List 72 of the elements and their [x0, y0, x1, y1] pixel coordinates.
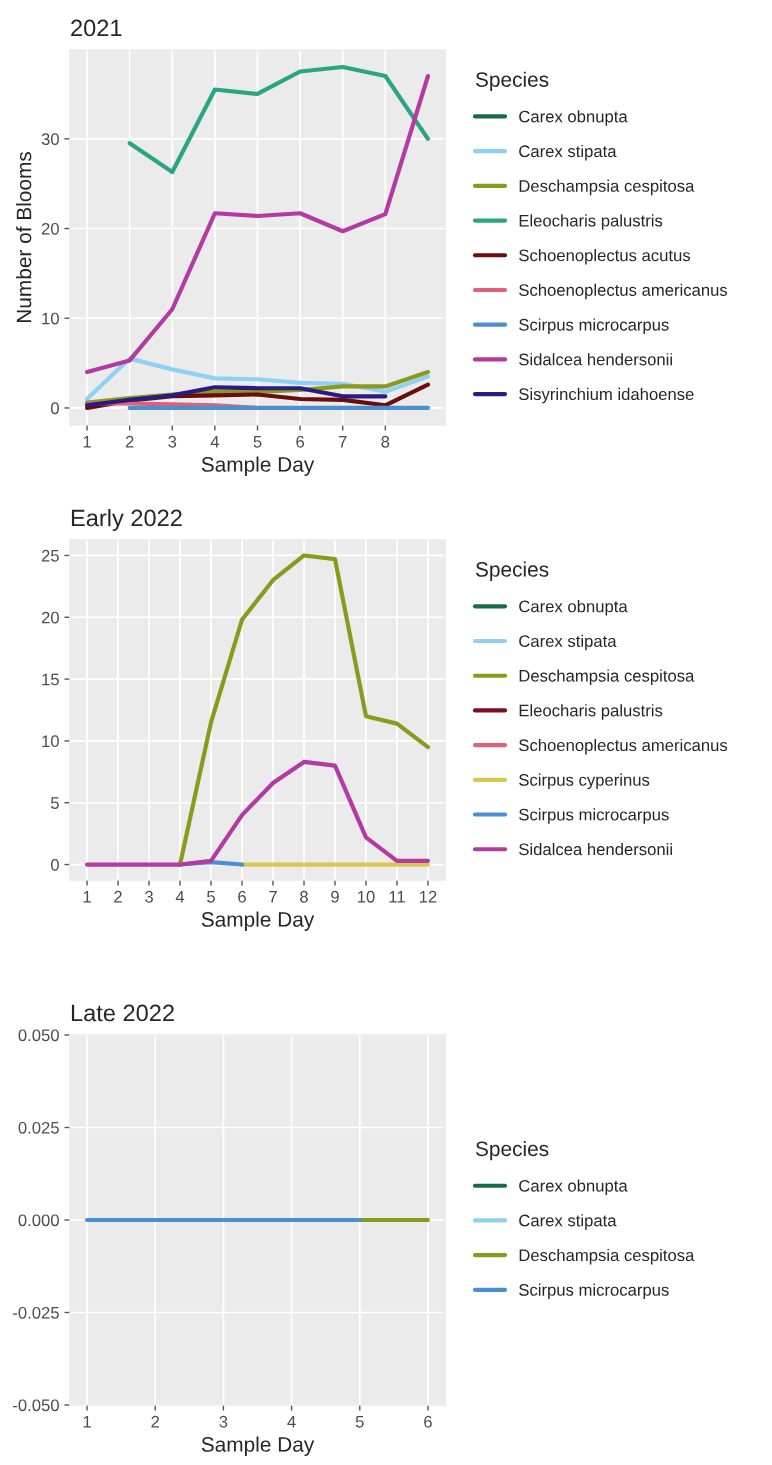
y-tick-label: 0.050 — [18, 1029, 59, 1042]
x-tick-label: 4 — [210, 436, 220, 448]
legend-label: Schoenoplectus acutus — [519, 249, 691, 265]
y-tick-label: 10 — [42, 735, 59, 748]
y-axis-title: Number of Blooms — [16, 151, 32, 323]
x-tick-label: 6 — [296, 435, 305, 448]
x-axis-title: Sample Day — [201, 456, 315, 476]
legend-label: Scirpus microcarpus — [519, 808, 669, 824]
legend-label: Scirpus microcarpus — [519, 1283, 669, 1300]
y-tick-label: 5 — [50, 797, 59, 809]
legend-label: Schoenoplectus americanus — [519, 738, 728, 755]
x-tick-label: 8 — [300, 890, 308, 903]
x-axis-title: Sample Day — [201, 911, 315, 931]
x-tick-label: 8 — [381, 435, 390, 448]
x-tick-label: 3 — [168, 435, 177, 448]
legend-title: Species — [475, 71, 549, 92]
y-tick-label: 0.000 — [18, 1214, 59, 1227]
legend-label: Sidalcea hendersonii — [519, 353, 672, 366]
x-tick-label: 5 — [207, 891, 215, 903]
legend-label: Deschampsia cespitosa — [519, 179, 695, 196]
x-axis-title: Sample Day — [201, 1436, 315, 1456]
x-tick-label: 11 — [389, 891, 405, 903]
legend-label: Carex obnupta — [519, 110, 628, 126]
chart-title: 2021 — [71, 19, 122, 37]
legend-label: Eleocharis palustris — [519, 704, 663, 720]
legend-label: Carex stipata — [519, 634, 617, 651]
legend-label: Carex obnupta — [519, 600, 628, 616]
y-tick-label: -0.050 — [13, 1399, 59, 1412]
x-tick-label: 6 — [238, 890, 246, 903]
x-tick-label: 10 — [357, 890, 375, 903]
x-tick-label: 3 — [219, 1415, 228, 1428]
x-tick-label: 2 — [114, 890, 122, 903]
x-tick-label: 1 — [83, 436, 91, 448]
y-tick-label: 25 — [41, 549, 59, 562]
legend-label: Scirpus microcarpus — [519, 318, 669, 334]
x-tick-label: 5 — [253, 436, 262, 448]
x-tick-label: 5 — [355, 1416, 364, 1428]
legend-label: Carex stipata — [519, 144, 617, 161]
y-tick-label: 0 — [50, 402, 59, 415]
y-tick-label: 20 — [41, 222, 59, 235]
legend-label: Eleocharis palustris — [519, 214, 663, 230]
legend-label: Sisyrinchium idahoense — [519, 387, 694, 404]
chart-title: Late 2022 — [71, 1004, 174, 1022]
legend-label: Scirpus cyperinus — [519, 773, 650, 790]
y-tick-label: 0 — [50, 858, 59, 871]
x-tick-label: 9 — [331, 890, 339, 903]
x-tick-label: 2 — [151, 1415, 160, 1428]
x-tick-label: 1 — [83, 1416, 91, 1428]
x-tick-label: 1 — [83, 891, 91, 903]
chart-title: Early 2022 — [71, 509, 182, 532]
y-tick-label: -0.025 — [13, 1306, 59, 1319]
x-tick-label: 7 — [269, 891, 277, 903]
x-tick-label: 4 — [287, 1416, 296, 1428]
y-tick-label: 10 — [42, 312, 59, 325]
legend-label: Carex obnupta — [519, 1179, 628, 1196]
legend-label: Carex stipata — [519, 1214, 617, 1230]
legend-title: Species — [475, 561, 549, 581]
x-tick-label: 6 — [424, 1415, 432, 1428]
legend-label: Sidalcea hendersonii — [519, 842, 672, 856]
legend-label: Schoenoplectus americanus — [519, 283, 728, 300]
y-tick-label: 30 — [41, 133, 59, 146]
legend-title: Species — [475, 1140, 549, 1161]
x-tick-label: 4 — [175, 891, 185, 903]
x-tick-label: 2 — [125, 435, 134, 448]
y-tick-label: 0.025 — [18, 1121, 59, 1134]
y-tick-label: 20 — [41, 611, 59, 624]
x-tick-label: 3 — [145, 890, 153, 903]
legend-label: Deschampsia cespitosa — [519, 1248, 695, 1265]
x-tick-label: 7 — [338, 436, 347, 448]
x-tick-label: 12 — [419, 890, 437, 903]
legend-label: Deschampsia cespitosa — [519, 669, 695, 686]
y-tick-label: 15 — [42, 673, 59, 686]
